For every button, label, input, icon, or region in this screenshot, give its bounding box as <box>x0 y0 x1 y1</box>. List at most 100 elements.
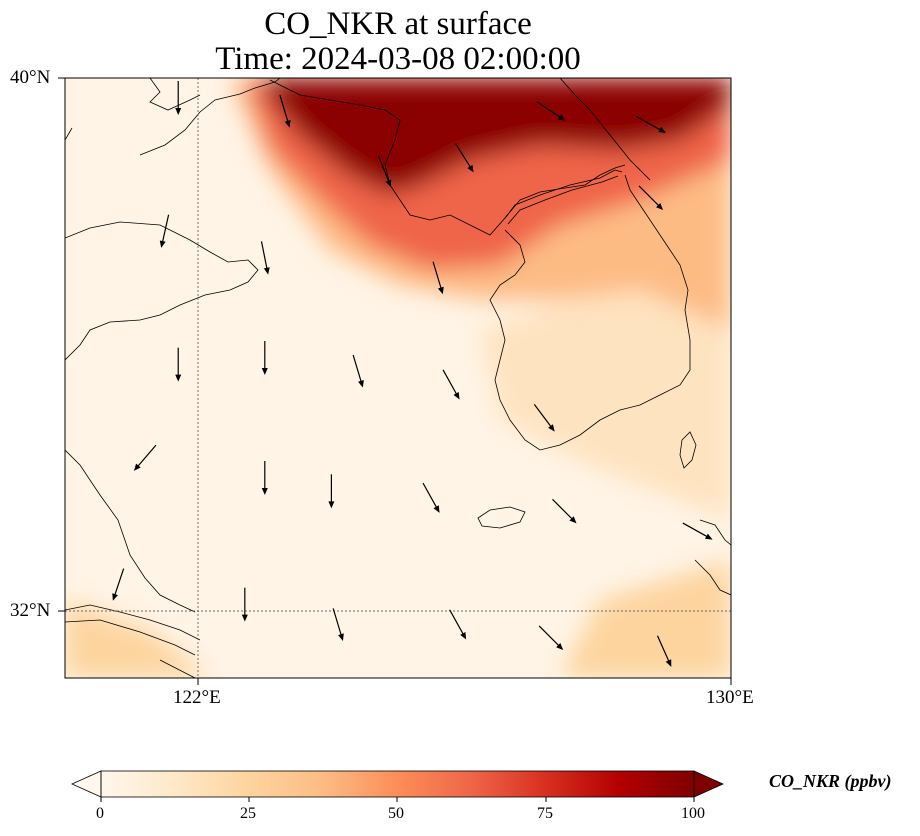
colorbar-tick-label: 75 <box>537 805 553 822</box>
wind-arrow <box>279 94 291 128</box>
wind-arrow-shaft <box>432 261 443 291</box>
lat-tick-label-32n: 32°N <box>10 600 51 621</box>
wind-arrow <box>377 155 392 188</box>
wind-arrow <box>112 568 125 601</box>
wind-arrow-head <box>261 368 268 375</box>
wind-arrow <box>442 369 460 400</box>
wind-arrow-head <box>658 126 666 133</box>
wind-arrow-head <box>159 240 166 248</box>
coast-jeju <box>477 506 526 529</box>
wind-arrow <box>261 461 268 495</box>
wind-arrow <box>432 261 444 295</box>
field-region-core <box>260 78 731 195</box>
wind-arrow-shaft <box>136 444 157 469</box>
wind-arrow-head <box>263 267 270 275</box>
colorbar <box>71 770 724 802</box>
wind-arrow-head <box>261 488 268 495</box>
wind-arrow <box>352 354 364 388</box>
colorbar-label: CO_NKR (ppbv) <box>769 771 892 791</box>
wind-arrow <box>328 474 335 509</box>
wind-arrow <box>552 498 577 524</box>
wind-arrow-shaft <box>455 143 472 170</box>
wind-arrow-head <box>467 164 474 173</box>
wind-arrow-head <box>338 633 344 641</box>
wind-arrow-shaft <box>113 568 125 597</box>
wind-arrow-shaft <box>538 625 561 648</box>
wind-arrow-shaft <box>635 115 663 132</box>
wind-arrow-head <box>704 533 713 540</box>
wind-arrow <box>175 81 182 115</box>
wind-arrow-shaft <box>377 155 390 184</box>
wind-arrow-shaft <box>536 101 563 119</box>
wind-arrow-head <box>358 380 364 388</box>
coast-liaodong-bay <box>149 78 201 111</box>
coast-kyushu <box>694 519 731 596</box>
wind-arrow-head <box>112 593 118 601</box>
wind-arrow-head <box>556 642 564 651</box>
coast-korea-east <box>559 78 651 181</box>
wind-arrow-shaft <box>260 241 268 271</box>
coast-yangtze <box>65 604 201 678</box>
wind-arrow <box>175 347 182 382</box>
field-gradients <box>65 78 731 678</box>
lon-tick-label-122e: 122°E <box>173 687 221 708</box>
wind-arrow-head <box>175 374 182 382</box>
wind-arrow <box>261 341 268 375</box>
concentration-field <box>65 78 731 678</box>
wind-arrow <box>638 185 664 211</box>
wind-vectors <box>112 81 713 667</box>
wind-arrow <box>656 635 672 667</box>
coast-liaoning <box>65 78 281 156</box>
wind-arrow <box>682 522 713 540</box>
wind-arrow-head <box>548 424 555 432</box>
wind-arrow-head <box>284 120 291 128</box>
wind-arrow-head <box>437 286 444 295</box>
wind-arrow <box>538 625 564 651</box>
axis-ticks <box>58 77 732 685</box>
coast-dmz-border <box>504 169 623 225</box>
wind-arrow <box>260 241 270 275</box>
wind-arrow-shaft <box>533 404 553 429</box>
lon-tick-label-130e: 130°E <box>706 687 754 708</box>
wind-arrow-head <box>569 516 577 524</box>
wind-arrow-head <box>385 179 392 188</box>
wind-arrow-head <box>665 659 672 667</box>
field-region-korea-band <box>480 250 731 520</box>
wind-arrow-shaft <box>656 635 671 664</box>
wind-arrow-shaft <box>682 522 710 539</box>
map-title: CO_NKR at surface <box>264 6 532 42</box>
map-frame <box>64 77 732 679</box>
wind-arrow <box>241 587 248 622</box>
wind-arrow-shaft <box>161 214 170 244</box>
wind-arrow-head <box>133 463 141 471</box>
wind-arrow-shaft <box>552 498 574 521</box>
wind-arrow <box>422 482 440 513</box>
colorbar-extend-max <box>693 770 724 798</box>
wind-arrow-head <box>175 108 182 115</box>
wind-arrow-head <box>557 114 566 121</box>
colorbar-extend-min <box>71 770 102 798</box>
wind-arrow-head <box>241 614 248 622</box>
wind-arrow <box>449 609 467 640</box>
wind-arrow <box>133 444 157 471</box>
wind-arrow-shaft <box>638 185 661 208</box>
wind-arrow <box>159 214 170 248</box>
wind-arrow-shaft <box>422 482 439 510</box>
coastlines <box>65 78 731 678</box>
colorbar-tick-label: 25 <box>240 805 256 822</box>
coast-west-korea <box>269 79 626 236</box>
gridlines <box>65 78 731 678</box>
wind-arrow-head <box>328 501 335 509</box>
coast-tsushima <box>679 431 697 469</box>
colorbar-tick-label: 0 <box>96 805 104 822</box>
field-region-southeast <box>560 560 731 678</box>
wind-arrow <box>635 115 666 133</box>
field-region-southwest <box>65 600 210 678</box>
wind-arrow-head <box>656 202 664 211</box>
wind-arrow <box>455 143 474 173</box>
coast-jiangsu <box>65 449 196 613</box>
colorbar-tick-label: 50 <box>388 805 404 822</box>
wind-arrow-head <box>453 391 460 400</box>
wind-arrow-head <box>433 505 440 513</box>
